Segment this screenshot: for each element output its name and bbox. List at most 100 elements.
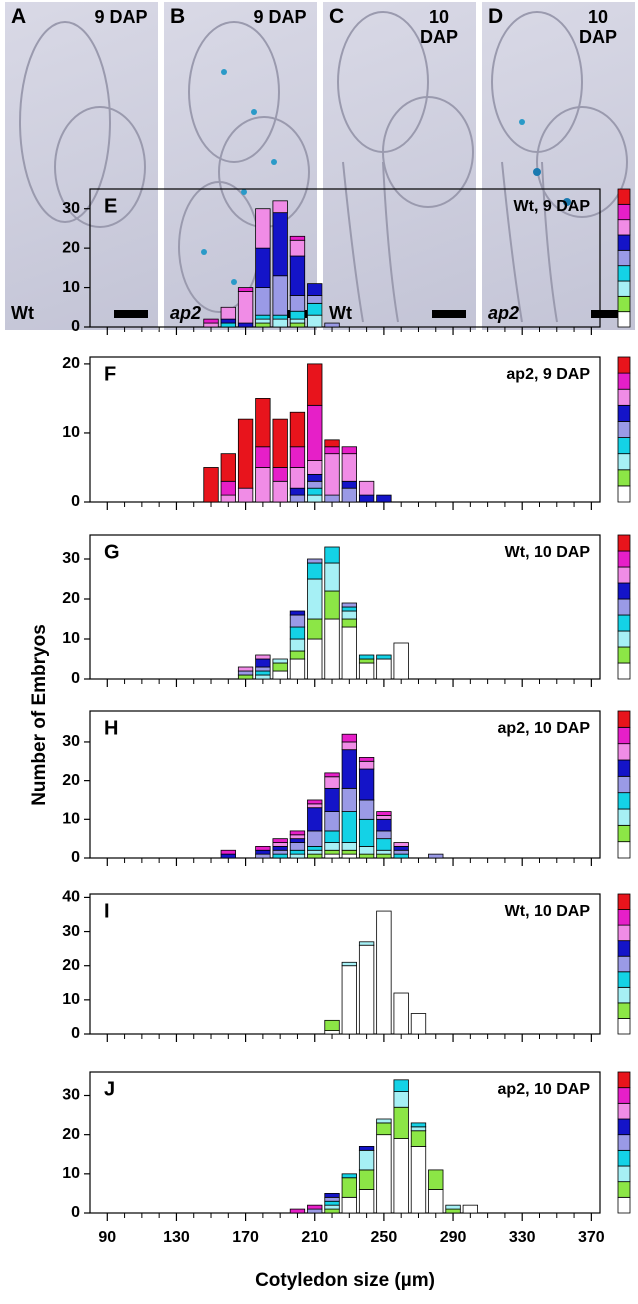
plot-frame — [89, 188, 601, 328]
bar-segment — [255, 654, 271, 660]
bar-segment — [358, 757, 375, 762]
legend-swatch — [617, 453, 631, 471]
bar-segment — [237, 487, 254, 503]
legend-swatch — [617, 743, 631, 761]
legend-swatch — [617, 759, 631, 777]
legend-swatch — [617, 280, 631, 297]
bar-segment — [358, 1189, 375, 1214]
bar-segment — [237, 322, 254, 328]
y-tick-label: 40 — [62, 889, 80, 906]
bar-segment — [289, 853, 306, 859]
legend-swatch — [617, 1002, 631, 1019]
bar-segment — [220, 306, 236, 320]
bar-segment — [324, 772, 340, 778]
photo-panel: A 9 DAP Wt — [5, 2, 158, 330]
bar-segment — [289, 650, 306, 660]
bar-segment — [289, 842, 306, 851]
bar-segment — [203, 467, 219, 503]
panel-letter: E — [104, 195, 117, 217]
bar-segment — [324, 811, 340, 832]
legend-swatch — [617, 614, 631, 632]
bar-segment — [255, 398, 271, 448]
bar-segment — [324, 849, 340, 855]
y-tick-label: 30 — [62, 733, 80, 750]
bar-segment — [324, 776, 340, 789]
y-tick-label: 10 — [62, 279, 80, 296]
bar-segment — [255, 845, 271, 851]
bar-segment — [255, 658, 271, 668]
bar-segment — [289, 830, 306, 836]
bar-segment — [307, 799, 323, 805]
legend-swatch — [617, 775, 631, 794]
bar-segment — [376, 1122, 392, 1136]
legend-swatch — [617, 265, 631, 282]
panel-letter: J — [104, 1078, 115, 1100]
bar-segment — [272, 212, 288, 277]
panel-genotype: ap2 — [170, 303, 202, 323]
bar-segment — [376, 494, 392, 503]
x-tick-label: 130 — [163, 1229, 190, 1246]
bar-segment — [428, 1169, 444, 1190]
bar-segment — [307, 830, 323, 847]
bar-segment — [307, 618, 323, 640]
legend-swatch — [617, 566, 631, 584]
bar-segment — [272, 838, 288, 843]
legend-swatch — [617, 203, 631, 221]
legend-swatch — [617, 808, 631, 826]
bar-segment — [289, 310, 306, 320]
bar-segment — [341, 626, 357, 680]
y-axis-title: Number of Embryos — [29, 624, 50, 806]
bar-segment — [272, 845, 288, 851]
bar-segment — [341, 853, 357, 859]
bar-segment — [307, 849, 323, 855]
bar-segment — [220, 849, 236, 855]
bar-segment — [307, 314, 323, 328]
legend-swatch — [617, 295, 631, 313]
bar-segment — [341, 606, 357, 612]
panel-genotype: Wt — [11, 303, 34, 323]
x-tick-label: 370 — [578, 1229, 605, 1246]
bar-segment — [289, 1208, 306, 1214]
bar-segment — [393, 1079, 409, 1092]
bar-segment — [324, 494, 340, 503]
bar-segment — [341, 787, 357, 812]
bar-segment — [220, 322, 236, 328]
bar-segment — [272, 849, 288, 855]
bar-segment — [393, 1091, 409, 1108]
bar-segment — [376, 654, 392, 660]
y-tick-label: 10 — [62, 630, 80, 647]
bar-segment — [220, 318, 236, 324]
y-tick-label: 0 — [71, 849, 80, 866]
legend-swatch — [617, 421, 631, 438]
bar-segment — [358, 845, 375, 855]
legend-swatch — [617, 841, 631, 859]
legend-swatch — [617, 437, 631, 455]
bar-segment — [410, 1013, 427, 1035]
bar-segment — [203, 322, 219, 328]
legend-swatch — [617, 188, 631, 205]
bar-segment — [289, 322, 306, 328]
bar-segment — [410, 1130, 427, 1147]
bar-segment — [358, 818, 375, 847]
bar-segment — [255, 853, 271, 859]
legend-swatch — [617, 940, 631, 957]
panel-label: ap2, 9 DAP — [506, 366, 590, 383]
y-tick-label: 0 — [71, 670, 80, 687]
bar-segment — [376, 910, 392, 1035]
panel-label: ap2, 10 DAP — [498, 1081, 591, 1098]
y-tick-label: 0 — [71, 1025, 80, 1042]
bar-segment — [393, 1138, 409, 1214]
y-tick-label: 10 — [62, 811, 80, 828]
bar-segment — [237, 291, 254, 324]
bar-segment — [324, 830, 340, 843]
bar-segment — [255, 247, 271, 288]
bar-segment — [289, 614, 306, 628]
x-axis-title: Cotyledon size (µm) — [255, 1270, 435, 1291]
bar-segment — [307, 562, 323, 580]
panel-stage: 10 DAP — [578, 7, 617, 47]
bar-segment — [324, 1200, 340, 1206]
bar-segment — [324, 787, 340, 812]
legend-swatch — [617, 971, 631, 988]
panel-letter: F — [104, 363, 116, 385]
bar-segment — [289, 610, 306, 616]
